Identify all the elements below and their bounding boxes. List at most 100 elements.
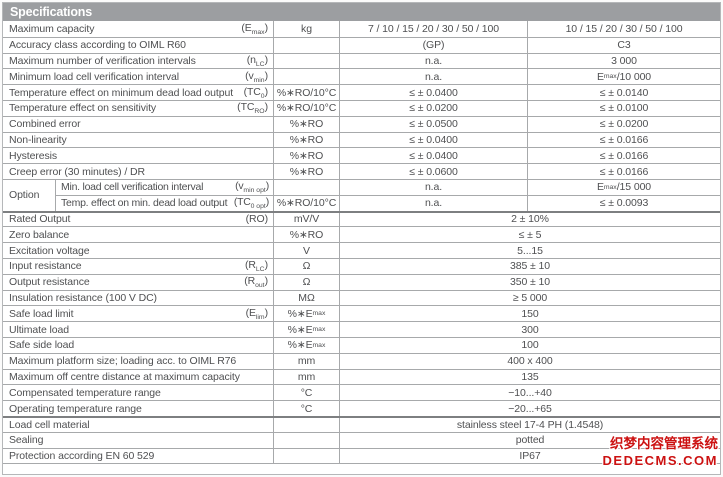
spec-symbol: (vmin) (245, 69, 268, 84)
unit-cell: %∗RO (273, 227, 339, 243)
table-row: Temperature effect on minimum dead load … (3, 84, 720, 100)
value-c3-cell: ≤ ± 0.0166 (527, 148, 720, 164)
value-gp-cell: ≤ ± 0.0600 (339, 164, 527, 179)
spec-name-cell: Maximum platform size; loading acc. to O… (3, 354, 273, 369)
section-electrical: Rated Output (RO) mV/V 2 ± 10% Zero bala… (3, 210, 720, 416)
spec-label: Compensated temperature range (9, 386, 161, 399)
value-cell: ≤ ± 5 (339, 227, 720, 243)
table-title: Specifications (3, 3, 720, 21)
spec-label: Temp. effect on min. dead load output (61, 197, 228, 210)
value-cell: 350 ± 10 (339, 274, 720, 290)
table-row: Creep error (30 minutes) / DR %∗RO ≤ ± 0… (3, 163, 720, 179)
value-cell: 150 (339, 306, 720, 322)
table-row: Insulation resistance (100 V DC) MΩ ≥ 5 … (3, 289, 720, 306)
unit-cell: V (273, 243, 339, 258)
value-c3-cell: ≤ ± 0.0140 (527, 85, 720, 100)
table-row: Load cell material stainless steel 17-4 … (3, 415, 720, 432)
spec-name-cell: Protection according EN 60 529 (3, 449, 273, 464)
spec-label: Rated Output (9, 213, 71, 226)
spec-name-cell: Compensated temperature range (3, 385, 273, 400)
table-row: Combined error %∗RO ≤ ± 0.0500 ≤ ± 0.020… (3, 115, 720, 132)
value-cell: 300 (339, 322, 720, 337)
value-cell: −20...+65 (339, 401, 720, 416)
spec-name-cell: Input resistance (RLC) (3, 259, 273, 274)
value-gp-cell: n.a. (339, 179, 527, 195)
spec-label: Non-linearity (9, 133, 67, 146)
spec-label: Maximum off centre distance at maximum c… (9, 370, 240, 383)
value-c3-cell: ≤ ± 0.0166 (527, 132, 720, 148)
table-row: Maximum platform size; loading acc. to O… (3, 352, 720, 369)
table-row: Excitation voltage V 5...15 (3, 242, 720, 258)
table-row: Hysteresis %∗RO ≤ ± 0.0400 ≤ ± 0.0166 (3, 147, 720, 164)
unit-cell (273, 417, 339, 432)
spec-label: Safe load limit (9, 307, 74, 320)
table-row: Sealing potted (3, 431, 720, 448)
spec-label: Insulation resistance (100 V DC) (9, 291, 157, 304)
value-c3-cell: ≤ ± 0.0100 (527, 100, 720, 116)
spec-label: Maximum number of verification intervals (9, 54, 196, 67)
value-gp-cell: (GP) (339, 37, 527, 53)
spec-symbol: (RLC) (244, 259, 268, 274)
table-row: Input resistance (RLC) Ω 385 ± 10 (3, 257, 720, 274)
value-cell: potted (339, 432, 720, 448)
table-row: Ultimate load %∗E max 300 (3, 321, 720, 337)
value-cell: 2 ± 10% (339, 212, 720, 227)
table-row: Safe side load %∗E max 100 (3, 336, 720, 353)
spec-name-cell: Min. load cell verification interval (vm… (55, 179, 273, 195)
value-cell: 385 ± 10 (339, 258, 720, 274)
table-row: Min. load cell verification interval (vm… (55, 179, 720, 195)
spec-name-cell: Safe load limit (Elim) (3, 306, 273, 321)
spec-name-cell: Excitation voltage (3, 243, 273, 258)
unit-cell: %∗RO (273, 164, 339, 179)
specifications-table: Maximum capacity (Emax) kg 7 / 10 / 15 /… (3, 21, 720, 465)
value-gp-cell: 7 / 10 / 15 / 20 / 30 / 50 / 100 (339, 21, 527, 37)
unit-cell: kg (273, 21, 339, 37)
unit-cell: mm (273, 353, 339, 369)
unit-cell: %∗RO/10°C (273, 85, 339, 100)
spec-label: Creep error (30 minutes) / DR (9, 165, 145, 178)
value-gp-cell: ≤ ± 0.0500 (339, 116, 527, 132)
spec-name-cell: Temp. effect on min. dead load output (T… (55, 195, 273, 211)
value-c3-cell: C3 (527, 37, 720, 53)
table-row: Temperature effect on sensitivity (TCRO)… (3, 99, 720, 116)
spec-label: Sealing (9, 434, 44, 447)
spec-symbol: (vmin opt) (235, 180, 269, 195)
value-cell: 400 x 400 (339, 353, 720, 369)
spec-label: Excitation voltage (9, 244, 90, 257)
unit-cell: %∗RO (273, 116, 339, 132)
unit-cell (273, 53, 339, 69)
spec-name-cell: Insulation resistance (100 V DC) (3, 291, 273, 306)
value-cell: IP67 (339, 448, 720, 464)
table-row: Accuracy class according to OIML R60 (GP… (3, 36, 720, 53)
table-row: Zero balance %∗RO ≤ ± 5 (3, 226, 720, 243)
table-row: Non-linearity %∗RO ≤ ± 0.0400 ≤ ± 0.0166 (3, 131, 720, 148)
option-subrows: Min. load cell verification interval (vm… (55, 179, 720, 211)
spec-label: Temperature effect on minimum dead load … (9, 86, 234, 99)
spec-name-cell: Temperature effect on sensitivity (TCRO) (3, 101, 273, 116)
unit-cell (273, 69, 339, 85)
spec-name-cell: Minimum load cell verification interval … (3, 69, 273, 84)
value-c3-cell: ≤ ± 0.0166 (527, 164, 720, 179)
spec-symbol: (TC0 opt) (233, 196, 269, 211)
spec-name-cell: Maximum capacity (Emax) (3, 21, 273, 37)
spec-name-cell: Operating temperature range (3, 401, 273, 416)
table-row: Operating temperature range °C −20...+65 (3, 400, 720, 416)
spec-label: Zero balance (9, 228, 70, 241)
spec-symbol: (Elim) (245, 306, 269, 321)
unit-cell (273, 37, 339, 53)
value-cell: ≥ 5 000 (339, 290, 720, 306)
spec-name-cell: Non-linearity (3, 133, 273, 148)
spec-label: Safe side load (9, 339, 75, 352)
unit-cell (273, 179, 339, 195)
section-material: Load cell material stainless steel 17-4 … (3, 415, 720, 465)
value-c3-cell: ≤ ± 0.0200 (527, 116, 720, 132)
unit-cell: %∗RO/10°C (273, 100, 339, 116)
spec-label: Ultimate load (9, 323, 69, 336)
spec-name-cell: Safe side load (3, 338, 273, 353)
value-c3-cell: ≤ ± 0.0093 (527, 195, 720, 211)
watermark: 织梦内容管理系统 DEDECMS.COM (603, 435, 718, 469)
section-metrology: Maximum capacity (Emax) kg 7 / 10 / 15 /… (3, 21, 720, 179)
unit-cell (273, 432, 339, 448)
unit-cell: °C (273, 385, 339, 401)
